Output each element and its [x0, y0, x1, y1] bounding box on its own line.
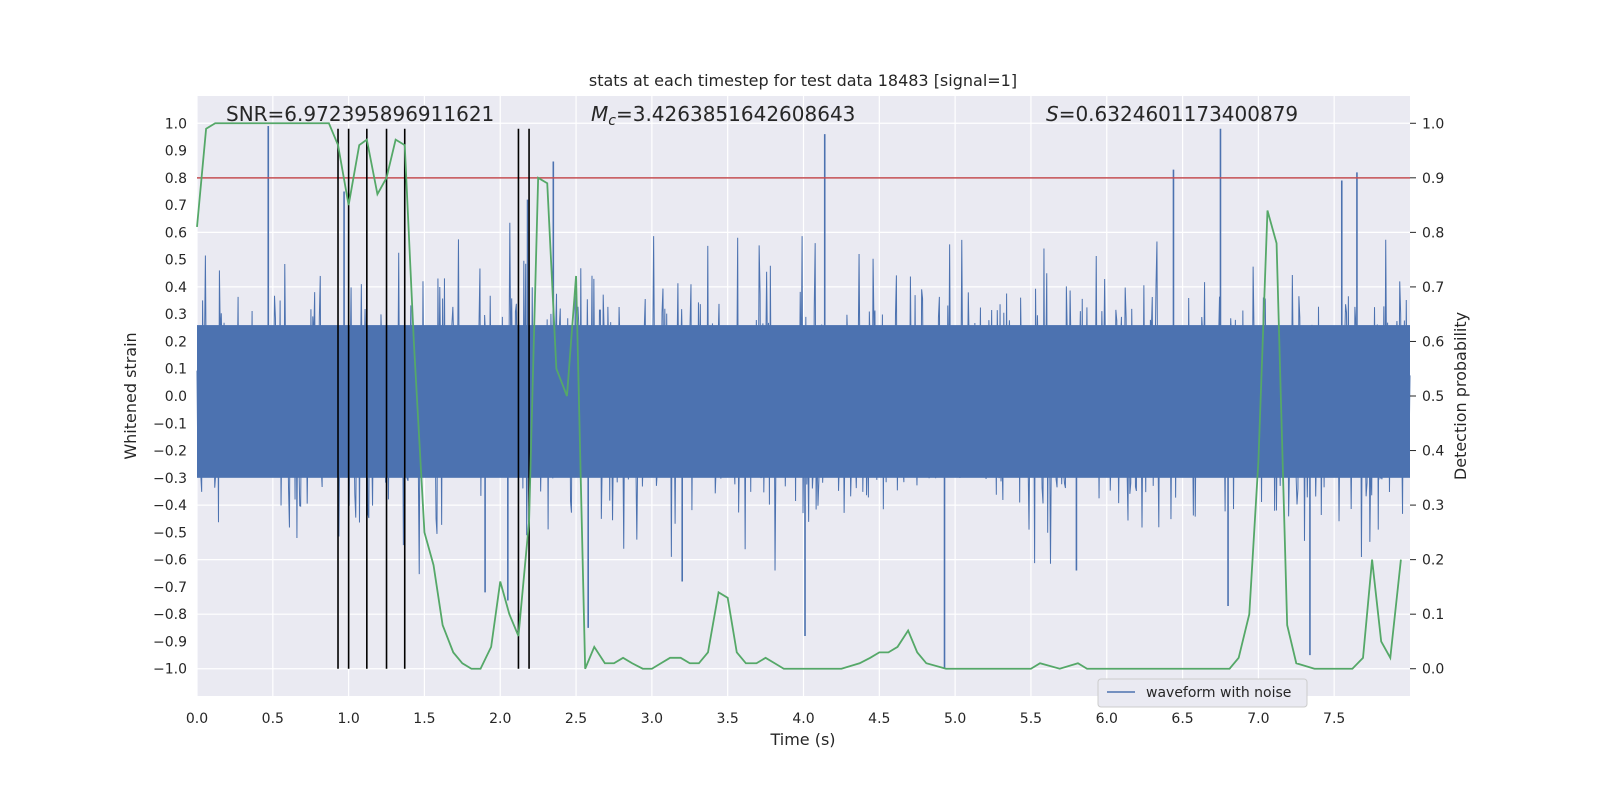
probability-line — [196, 122, 1402, 670]
y-left-tick-label-13: −0.3 — [153, 471, 187, 487]
y-right-tick-label-9: 0.1 — [1422, 607, 1444, 623]
y-left-tick-label-20: −1.0 — [153, 662, 187, 678]
chirp-mass-annotation: Mc=3.4263851642608643 — [591, 102, 855, 129]
y-left-tick-label-14: −0.4 — [153, 498, 187, 514]
y-left-tick-label-0: 1.0 — [165, 116, 187, 132]
x-tick-label-5: 2.5 — [565, 711, 587, 727]
x-tick-label-1: 0.5 — [262, 711, 284, 727]
vertical-markers — [337, 128, 530, 669]
y-left-tick-label-9: 0.1 — [165, 362, 187, 378]
chirp-mass-symbol: M — [591, 102, 608, 126]
snr-annotation: SNR=6.972395896911621 — [226, 102, 494, 126]
y-right-tick-label-6: 0.4 — [1422, 444, 1444, 460]
legend-box — [1097, 678, 1308, 708]
y-left-tick-label-1: 0.9 — [165, 144, 187, 160]
y-left-tick-label-3: 0.7 — [165, 198, 187, 214]
y-right-tick-label-4: 0.6 — [1422, 334, 1444, 350]
y-right-tick-label-10: 0.0 — [1422, 662, 1444, 678]
chirp-mass-subscript: c — [608, 113, 616, 129]
y-left-tick-label-5: 0.5 — [165, 253, 187, 269]
waveform-dense-band — [197, 325, 1410, 478]
x-tick-label-15: 7.5 — [1323, 711, 1345, 727]
legend-label: waveform with noise — [1146, 685, 1291, 701]
x-tick-label-2: 1.0 — [337, 711, 359, 727]
y-left-tick-label-11: −0.1 — [153, 416, 187, 432]
y-right-tick-label-0: 1.0 — [1422, 116, 1444, 132]
x-tick-label-10: 5.0 — [944, 711, 966, 727]
y-left-tick-label-8: 0.2 — [165, 334, 187, 350]
y-left-axis-label: Whitened strain — [121, 332, 140, 459]
y-right-tick-label-5: 0.5 — [1422, 389, 1444, 405]
x-tick-label-14: 7.0 — [1247, 711, 1269, 727]
s-symbol: S — [1046, 102, 1059, 126]
y-left-tick-label-19: −0.9 — [153, 634, 187, 650]
x-tick-label-4: 2.0 — [489, 711, 511, 727]
y-left-tick-label-4: 0.6 — [165, 225, 187, 241]
x-tick-label-7: 3.5 — [717, 711, 739, 727]
s-annotation: S=0.6324601173400879 — [1046, 102, 1298, 126]
y-left-tick-label-7: 0.3 — [165, 307, 187, 323]
y-right-tick-label-7: 0.3 — [1422, 498, 1444, 514]
s-value: =0.6324601173400879 — [1059, 102, 1298, 126]
y-right-tick-label-3: 0.7 — [1422, 280, 1444, 296]
y-left-tick-label-12: −0.2 — [153, 444, 187, 460]
y-left-tick-label-10: 0.0 — [165, 389, 187, 405]
x-tick-label-3: 1.5 — [413, 711, 435, 727]
y-right-tick-label-1: 0.9 — [1422, 171, 1444, 187]
y-right-axis-label: Detection probability — [1451, 312, 1470, 480]
chirp-mass-value: =3.4263851642608643 — [616, 102, 855, 126]
x-tick-label-12: 6.0 — [1096, 711, 1118, 727]
y-left-tick-label-2: 0.8 — [165, 171, 187, 187]
x-tick-label-8: 4.0 — [792, 711, 814, 727]
y-left-tick-label-18: −0.8 — [153, 607, 187, 623]
x-tick-label-0: 0.0 — [186, 711, 208, 727]
x-tick-label-9: 4.5 — [868, 711, 890, 727]
y-right-tick-label-2: 0.8 — [1422, 225, 1444, 241]
y-left-tick-label-6: 0.4 — [165, 280, 187, 296]
x-tick-label-6: 3.0 — [641, 711, 663, 727]
x-axis-label: Time (s) — [769, 730, 835, 749]
chart-title: stats at each timestep for test data 184… — [589, 71, 1017, 90]
x-tick-label-11: 5.5 — [1020, 711, 1042, 727]
legend: waveform with noise — [1097, 678, 1308, 708]
y-left-tick-label-15: −0.5 — [153, 525, 187, 541]
y-left-tick-label-16: −0.6 — [153, 553, 187, 569]
y-left-tick-label-17: −0.7 — [153, 580, 187, 596]
y-right-axis-ticks: 1.0 0.9 0.8 0.7 0.6 0.5 0.4 0.3 0.2 0.1 0.0 — [1410, 116, 1444, 678]
y-left-axis-ticks: 1.0 0.9 0.8 0.7 0.6 0.5 0.4 0.3 0.2 0.1 0.0 −0.1 −0.… — [153, 116, 187, 677]
x-tick-label-13: 6.5 — [1171, 711, 1193, 727]
x-axis-ticks: 0.0 0.5 1.0 1.5 2.0 2.5 3.0 3.5 4.0 4.5 5.0 5.5 6.0 6… — [186, 711, 1345, 727]
y-right-tick-label-8: 0.2 — [1422, 553, 1444, 569]
probability-series — [196, 122, 1402, 670]
